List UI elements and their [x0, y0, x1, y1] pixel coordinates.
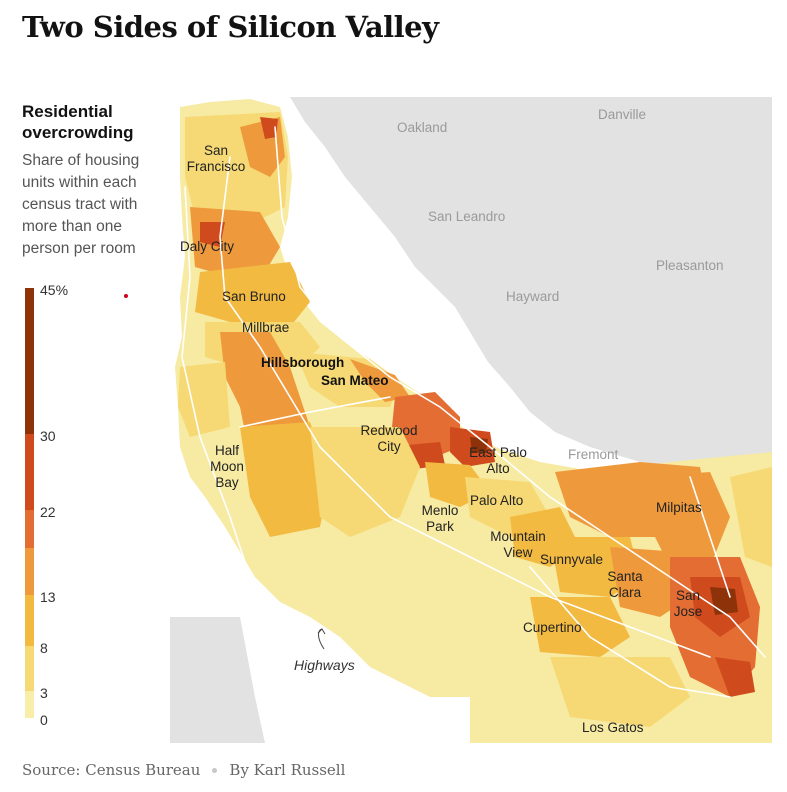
- highway-880: [689, 476, 731, 598]
- legend-title: Residential overcrowding: [22, 102, 134, 142]
- label-east-palo-alto-line: East Palo: [469, 445, 527, 460]
- label-menlo-park-line: Park: [426, 519, 454, 534]
- annotation-highways: Highways: [294, 657, 355, 673]
- legend-subtitle: Share of housing units within each censu…: [22, 152, 140, 257]
- legend-tick-label: 22: [40, 504, 56, 520]
- footer: Source: Census Bureau By Karl Russell: [22, 760, 345, 779]
- tract-sanjose-hot3: [715, 657, 755, 697]
- label-redwood-city: Redwood City: [360, 423, 417, 454]
- label-menlo-park-line: Menlo: [422, 503, 459, 518]
- label-san-jose: San Jose: [674, 588, 703, 619]
- tract-sanmateo-hot: [350, 359, 410, 402]
- label-menlo-park: Menlo Park: [422, 503, 459, 534]
- label-san-jose-line: Jose: [674, 604, 703, 619]
- label-san-francisco-line: Francisco: [187, 159, 246, 174]
- separator-dot: [212, 767, 218, 773]
- legend-color-bar: [25, 288, 34, 718]
- marker-dot: [124, 294, 128, 298]
- legend-tick-label: 45%: [40, 282, 69, 298]
- label-millbrae: Millbrae: [242, 320, 289, 335]
- tract-sf-core: [260, 117, 278, 139]
- highway-101: [274, 126, 766, 658]
- tract-redwood: [392, 392, 460, 457]
- tract-daly-hot: [200, 222, 225, 247]
- label-mountain-view-line: View: [503, 545, 532, 560]
- label-fremont: Fremont: [568, 447, 619, 462]
- label-santa-clara-line: Clara: [609, 585, 642, 600]
- label-hayward: Hayward: [506, 289, 559, 304]
- peninsula-labels: San Francisco Daly City San Bruno Millbra…: [180, 143, 702, 735]
- label-milpitas: Milpitas: [656, 500, 702, 515]
- highway-85: [529, 566, 731, 698]
- label-hillsborough: Hillsborough: [261, 355, 344, 370]
- label-oakland: Oakland: [397, 120, 447, 135]
- label-san-francisco: San Francisco: [187, 143, 246, 174]
- coast-grey: [170, 617, 265, 743]
- tract-halfmoon: [240, 422, 330, 537]
- label-east-palo-alto: East Palo Alto: [469, 445, 527, 476]
- label-san-jose-line: San: [676, 588, 700, 603]
- label-half-moon-bay-line: Half: [215, 443, 239, 458]
- chart-title: Two Sides of Silicon Valley: [22, 10, 439, 44]
- label-half-moon-bay-line: Bay: [215, 475, 239, 490]
- choropleth-layer: [178, 112, 772, 727]
- tract-sanmateo: [295, 352, 400, 407]
- map: Oakland Danville San Leandro Pleasanton …: [170, 97, 772, 743]
- label-half-moon-bay-line: Moon: [210, 459, 244, 474]
- legend-bin-6: [25, 288, 34, 434]
- legend-bin-5: [25, 434, 34, 510]
- label-half-moon-bay: Half Moon Bay: [210, 443, 244, 490]
- highway-92: [239, 396, 391, 428]
- legend-bin-1: [25, 646, 34, 691]
- label-danville: Danville: [598, 107, 646, 122]
- tract-east-foothills: [730, 467, 772, 567]
- tract-milpitas: [640, 472, 730, 567]
- label-sunnyvale: Sunnyvale: [540, 552, 603, 567]
- label-san-leandro: San Leandro: [428, 209, 505, 224]
- label-mountain-view: Mountain View: [490, 529, 546, 560]
- highway-1: [181, 186, 251, 578]
- tract-halfmoon-west: [178, 362, 230, 437]
- label-cupertino: Cupertino: [523, 620, 582, 635]
- label-san-francisco-line: San: [204, 143, 228, 158]
- label-palo-alto: Palo Alto: [470, 493, 523, 508]
- label-redwood-city-line: Redwood: [360, 423, 417, 438]
- legend-tick-label: 3: [40, 685, 48, 701]
- label-redwood-city-line: City: [377, 439, 400, 454]
- legend-tick-label: 30: [40, 428, 56, 444]
- label-santa-clara: Santa Clara: [607, 569, 643, 600]
- legend-bin-3: [25, 547, 34, 595]
- source-text: Source: Census Bureau: [22, 761, 201, 779]
- annotation-arrowhead: [317, 628, 326, 635]
- legend-bin-2: [25, 595, 34, 646]
- bay-area-labels: Oakland Danville San Leandro Pleasanton …: [397, 107, 724, 462]
- label-daly-city: Daly City: [180, 239, 234, 254]
- label-mountain-view-line: Mountain: [490, 529, 546, 544]
- legend-bin-0: [25, 691, 34, 718]
- highways: [181, 126, 766, 698]
- tract-cupertino: [530, 597, 630, 657]
- legend-tick-label: 13: [40, 589, 56, 605]
- legend-tick-label: 0: [40, 712, 48, 728]
- label-los-gatos: Los Gatos: [582, 720, 644, 735]
- label-pleasanton: Pleasanton: [656, 258, 724, 273]
- highway-280: [219, 156, 711, 658]
- east-bay-land: [290, 97, 772, 467]
- label-san-mateo: San Mateo: [321, 373, 389, 388]
- byline: By Karl Russell: [229, 761, 346, 779]
- label-east-palo-alto-line: Alto: [486, 461, 509, 476]
- highways-annotation: Highways: [294, 628, 355, 673]
- legend-bin-4: [25, 510, 34, 548]
- legend-tick-label: 8: [40, 640, 48, 656]
- tract-southbay: [550, 657, 690, 727]
- label-san-bruno: San Bruno: [222, 289, 286, 304]
- tract-hills-mid: [310, 427, 420, 537]
- label-santa-clara-line: Santa: [607, 569, 643, 584]
